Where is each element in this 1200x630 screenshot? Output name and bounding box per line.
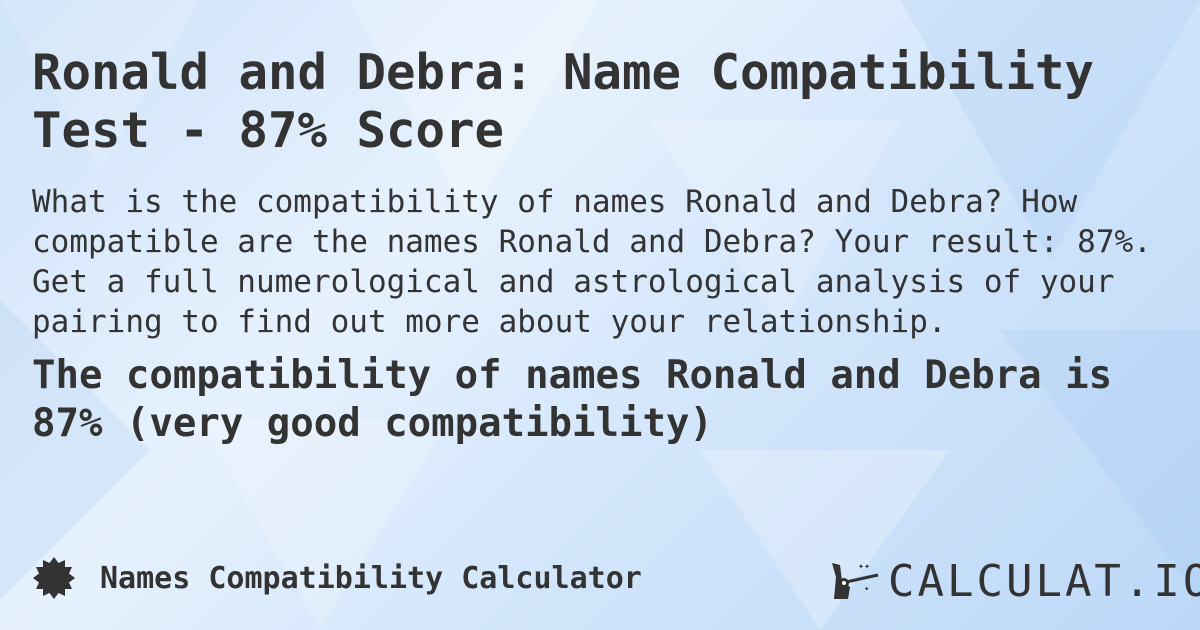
description: What is the compatibility of names Ronal… <box>32 184 1152 340</box>
svg-text:✦✦: ✦✦ <box>858 561 870 572</box>
logo-text: CALCULAT.IO <box>888 556 1200 607</box>
page-title: Ronald and Debra: Name Compatibility Tes… <box>32 44 1095 159</box>
result-text: The compatibility of names Ronald and De… <box>32 353 1113 446</box>
calculator-footer: Names Compatibility Calculator <box>32 556 642 600</box>
magic-wand-hand-icon: ✦✦ ✦ <box>832 561 879 599</box>
badge-icon <box>33 557 75 599</box>
svg-text:✦: ✦ <box>864 584 870 594</box>
calculator-label: Names Compatibility Calculator <box>100 560 642 596</box>
calculat-io-logo[interactable]: ✦✦ ✦ CALCULAT.IO <box>828 556 1200 607</box>
